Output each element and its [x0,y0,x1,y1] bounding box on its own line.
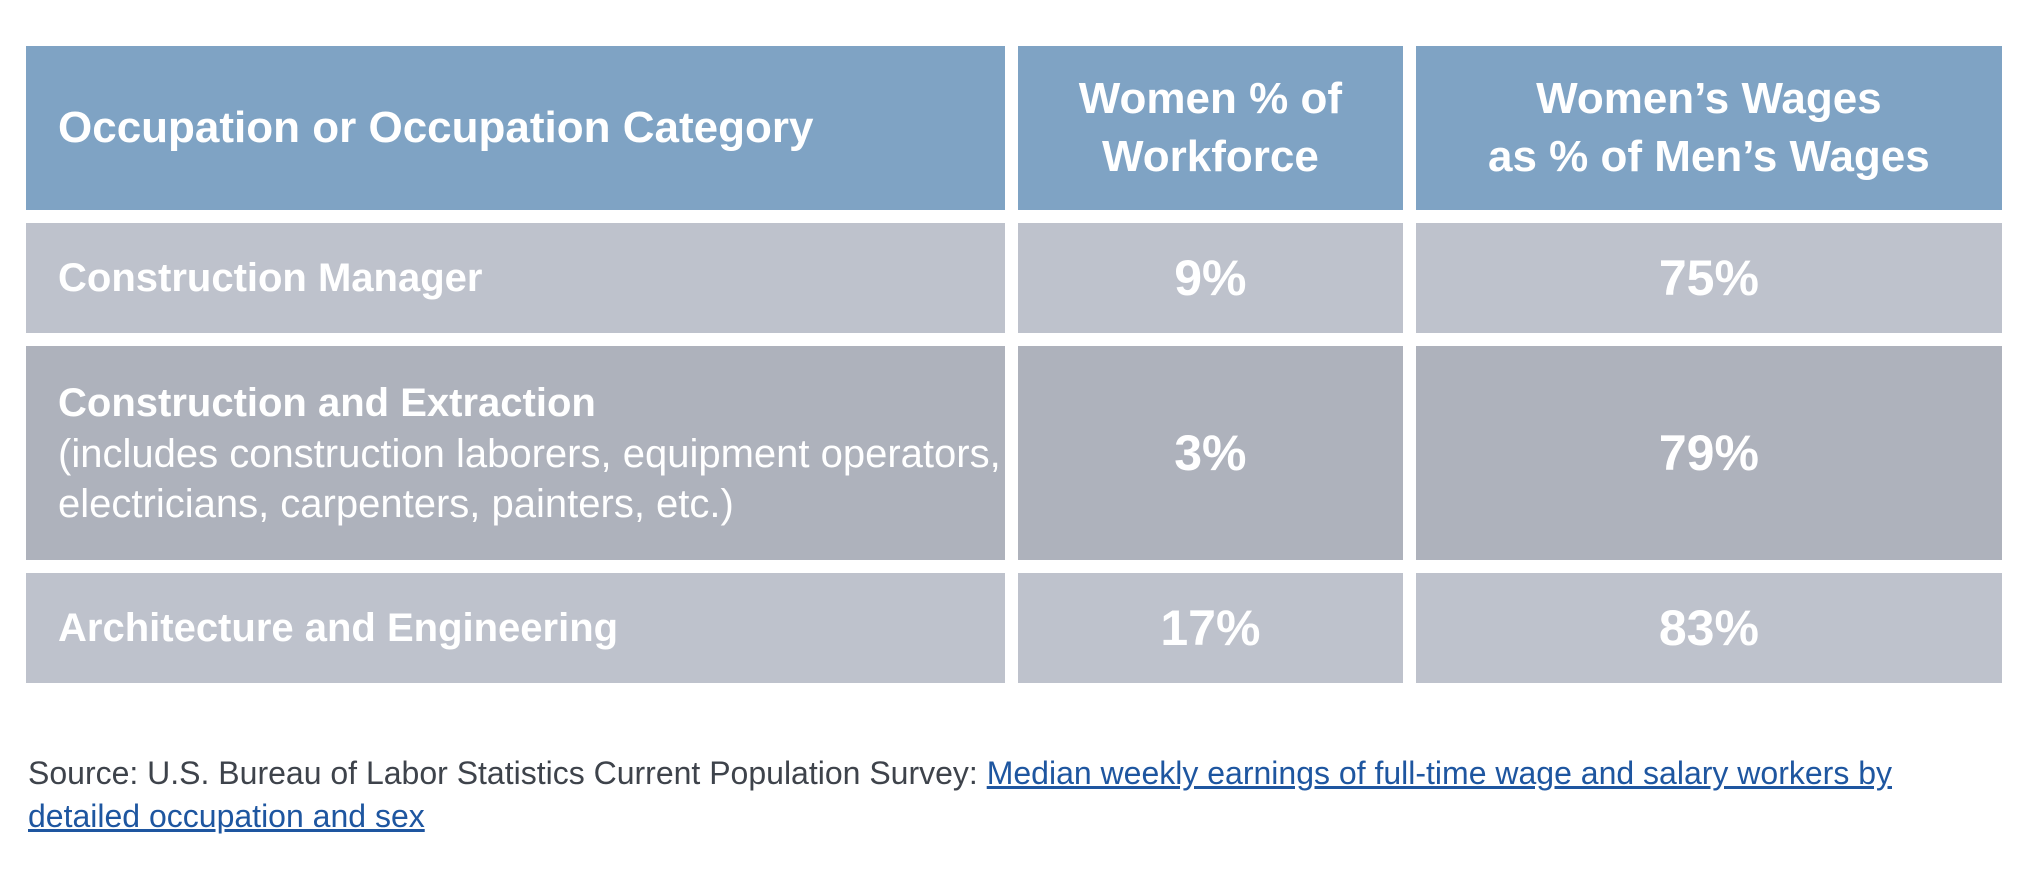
occupation-column-header: Occupation or Occupation Category [26,46,1006,210]
wages-percent-cell: 79% [1415,346,2002,560]
source-note: Source: U.S. Bureau of Labor Statistics … [28,752,1988,838]
occupation-cell: Architecture and Engineering [26,573,1006,683]
women-percent-cell: 9% [1018,223,1403,333]
wages-percent-cell: 75% [1415,223,2002,333]
wages-percent-header-line1: Women’s Wages [1536,74,1882,123]
table-row: Construction Manager 9% 75% [26,223,2002,333]
occupation-title: Construction Manager [58,256,483,300]
occupation-header-label: Occupation or Occupation Category [58,103,814,152]
table-row: Architecture and Engineering 17% 83% [26,573,2002,683]
table-row: Construction and Extraction (includes co… [26,346,2002,560]
occupation-title: Architecture and Engineering [58,606,619,650]
women-percent-cell: 3% [1018,346,1403,560]
table-header: Occupation or Occupation Category Women … [26,46,2002,210]
occupation-wage-table: Occupation or Occupation Category Women … [13,33,2015,696]
women-percent-header-line2: Workforce [1101,132,1319,181]
table-body: Construction Manager 9% 75% Construction… [26,223,2002,683]
occupation-cell: Construction Manager [26,223,1006,333]
occupation-title: Construction and Extraction [58,381,596,425]
women-percent-column-header: Women % of Workforce [1018,46,1403,210]
wages-percent-header-line2: as % of Men’s Wages [1488,132,1930,181]
occupation-description: (includes construction laborers, equipme… [58,432,1001,526]
wages-percent-column-header: Women’s Wages as % of Men’s Wages [1415,46,2002,210]
table-header-row: Occupation or Occupation Category Women … [26,46,2002,210]
source-link[interactable]: Median weekly earnings of full-time wage… [28,755,1892,834]
women-percent-header-line1: Women % of [1078,74,1342,123]
women-percent-cell: 17% [1018,573,1403,683]
occupation-wage-table-container: Occupation or Occupation Category Women … [26,46,2002,683]
source-prefix: Source: U.S. Bureau of Labor Statistics … [28,755,978,791]
wages-percent-cell: 83% [1415,573,2002,683]
occupation-cell: Construction and Extraction (includes co… [26,346,1006,560]
